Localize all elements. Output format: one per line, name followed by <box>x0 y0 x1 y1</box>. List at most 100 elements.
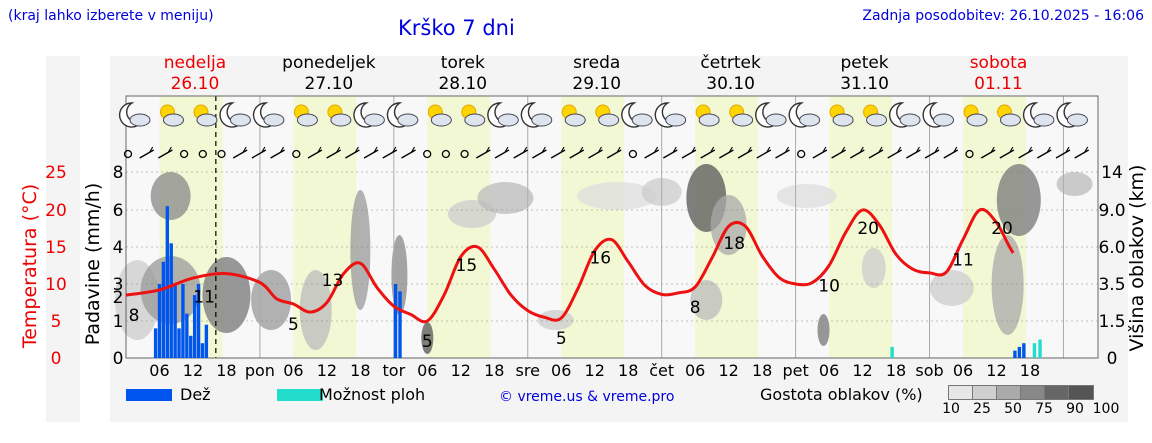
cloud-density-blob <box>817 314 830 346</box>
day-date: 31.10 <box>840 74 889 94</box>
temperature-tick-label: 20 <box>45 201 67 221</box>
cloud-height-tick-label: 0 <box>1107 349 1118 369</box>
temperature-label: 18 <box>723 234 745 254</box>
cloud-icon <box>799 113 821 127</box>
density-level-label: 25 <box>973 401 991 417</box>
density-swatch <box>972 385 998 400</box>
wind-barb-tick <box>616 146 621 153</box>
wind-barb-tick <box>598 146 602 153</box>
grid <box>125 95 1099 359</box>
rain-bar <box>393 284 398 358</box>
cloud-icon <box>1066 113 1088 127</box>
cloud-icon <box>263 113 285 127</box>
density-legend-title: Gostota oblakov (%) <box>760 385 923 404</box>
calm-wind-icon <box>179 149 189 159</box>
rain-bar <box>177 328 181 358</box>
calm-wind-icon <box>797 149 806 159</box>
cloud-icon <box>397 113 419 127</box>
cloud-density-blob <box>690 280 723 320</box>
temperature-label: 11 <box>193 288 215 308</box>
wind-barb-icon <box>1036 149 1052 159</box>
precipitation-axis-title: Padavine (mm/h) <box>82 183 104 346</box>
wind-barb-tick <box>411 146 415 153</box>
wind-barb-icon <box>232 149 248 159</box>
density-swatch <box>1044 385 1070 400</box>
calm-wind-icon <box>460 149 469 159</box>
cloud-density-blob <box>1056 172 1093 196</box>
time-tick-label: 18 <box>1020 361 1040 380</box>
cloud-icon <box>363 113 385 127</box>
density-level-label: 75 <box>1035 401 1053 417</box>
rain-bar <box>196 284 201 358</box>
wind-barb-icon <box>307 149 323 159</box>
credit-link[interactable]: © vreme.us & vreme.pro <box>499 389 675 405</box>
wind-barb-tick <box>392 146 397 153</box>
day-name: petek <box>840 53 888 73</box>
wind-barb-tick <box>242 146 247 153</box>
wind-barb-tick <box>841 146 846 153</box>
rain-bar <box>398 291 402 358</box>
cloud-icon <box>229 113 251 127</box>
day-date: 28.10 <box>438 74 487 94</box>
wind-barb-tick <box>523 146 528 153</box>
temperature-axis-title: Temperatura (°C) <box>19 184 41 349</box>
daylight-band <box>561 96 625 358</box>
temperature-line <box>125 207 1015 324</box>
density-swatch <box>1020 385 1046 400</box>
wind-barb-icon <box>662 149 678 159</box>
wind-barb-tick <box>859 146 864 153</box>
wind-barb-icon <box>906 149 921 159</box>
temperature-label: 16 <box>589 249 611 269</box>
wind-barb-tick <box>1046 146 1051 153</box>
density-swatch <box>1068 385 1094 400</box>
wind-symbols <box>123 146 1090 159</box>
time-tick-label: čet <box>649 361 674 380</box>
wind-barb-icon <box>401 149 416 159</box>
day-name: sobota <box>970 53 1028 73</box>
wind-barb-tick <box>710 146 715 153</box>
shower-bar <box>890 346 894 358</box>
precipitation-tick-label: 3 <box>113 275 124 295</box>
cloud-icon <box>497 113 519 127</box>
wind-barb-icon <box>270 149 285 159</box>
density-level-label: 50 <box>1004 401 1022 417</box>
rain-bar <box>1022 343 1026 358</box>
rain-bar <box>153 328 158 358</box>
cloud-density-blob <box>776 184 837 208</box>
day-date: 01.11 <box>974 74 1023 94</box>
density-level-label: 90 <box>1066 401 1084 417</box>
time-tick-label: 06 <box>149 361 169 380</box>
cloud-icon <box>531 113 553 127</box>
daylight-band <box>427 96 491 358</box>
temperature-tick-label: 15 <box>45 238 67 258</box>
cloud-density-blob <box>150 172 191 220</box>
cloud-height-tick-label: 14 <box>1101 163 1123 183</box>
cloud-icon <box>296 113 318 127</box>
rain-bar <box>169 243 173 358</box>
temperature-label: 13 <box>322 271 344 291</box>
cloud-icon <box>933 113 955 127</box>
cloud-icon <box>999 113 1021 127</box>
wind-barb-tick <box>822 146 827 153</box>
cloud-density-blob <box>251 270 292 330</box>
wind-barb-tick <box>728 146 733 153</box>
wind-barb-tick <box>1009 146 1014 153</box>
time-tick-label: 12 <box>585 361 605 380</box>
wind-barb-icon <box>719 149 734 159</box>
showers-legend-swatch <box>277 389 323 401</box>
time-tick-label: 06 <box>283 361 303 380</box>
wind-barb-icon <box>606 149 622 159</box>
cloud-height-axis-title: Višina oblakov (km) <box>1126 165 1148 352</box>
wind-barb-icon <box>943 149 959 159</box>
precipitation-tick-label: 6 <box>113 201 124 221</box>
cloud-height-tick-label: 9.0 <box>1098 201 1125 221</box>
temperature-label: 11 <box>952 251 974 271</box>
cloud-height-tick-label: 1.5 <box>1098 312 1125 332</box>
wind-barb-tick <box>336 146 341 153</box>
rain-bar <box>181 284 185 358</box>
wind-barb-icon <box>924 149 940 159</box>
time-tick-label: 18 <box>752 361 772 380</box>
cloud-density-blob <box>996 164 1041 236</box>
wind-barb-icon <box>550 149 566 159</box>
